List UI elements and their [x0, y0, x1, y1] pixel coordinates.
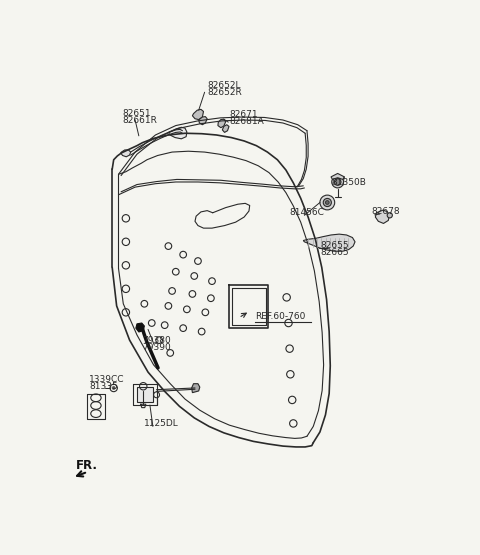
Polygon shape	[136, 323, 144, 332]
Text: 82655: 82655	[320, 240, 348, 250]
Text: 79390: 79390	[143, 344, 171, 352]
Text: 82665: 82665	[320, 248, 348, 257]
Polygon shape	[192, 109, 204, 119]
Text: 81335: 81335	[89, 382, 118, 391]
Text: 81456C: 81456C	[289, 208, 324, 217]
Text: 1339CC: 1339CC	[89, 375, 124, 384]
Polygon shape	[169, 127, 187, 139]
Text: 82681A: 82681A	[229, 117, 264, 126]
Text: 82678: 82678	[372, 207, 400, 216]
Text: 1125DL: 1125DL	[144, 418, 179, 428]
Circle shape	[112, 386, 115, 390]
Circle shape	[387, 213, 392, 218]
Circle shape	[320, 195, 335, 210]
Circle shape	[325, 201, 329, 204]
Polygon shape	[218, 119, 226, 128]
Polygon shape	[192, 384, 200, 393]
Polygon shape	[199, 117, 207, 125]
Text: 82652R: 82652R	[207, 88, 242, 97]
Polygon shape	[375, 210, 389, 224]
Text: 81350B: 81350B	[331, 178, 366, 187]
Text: 82651: 82651	[122, 109, 151, 118]
Text: FR.: FR.	[76, 459, 98, 472]
Text: 82671: 82671	[229, 110, 258, 119]
Text: 82652L: 82652L	[207, 81, 240, 90]
Circle shape	[332, 176, 344, 188]
Polygon shape	[222, 125, 229, 133]
Text: 79380: 79380	[143, 336, 171, 345]
Text: 82661R: 82661R	[122, 116, 157, 125]
Circle shape	[323, 199, 331, 206]
Polygon shape	[303, 234, 355, 251]
Circle shape	[335, 179, 341, 185]
Polygon shape	[120, 150, 131, 157]
Polygon shape	[331, 173, 344, 179]
Polygon shape	[137, 387, 153, 402]
Text: REF.60-760: REF.60-760	[255, 312, 306, 321]
